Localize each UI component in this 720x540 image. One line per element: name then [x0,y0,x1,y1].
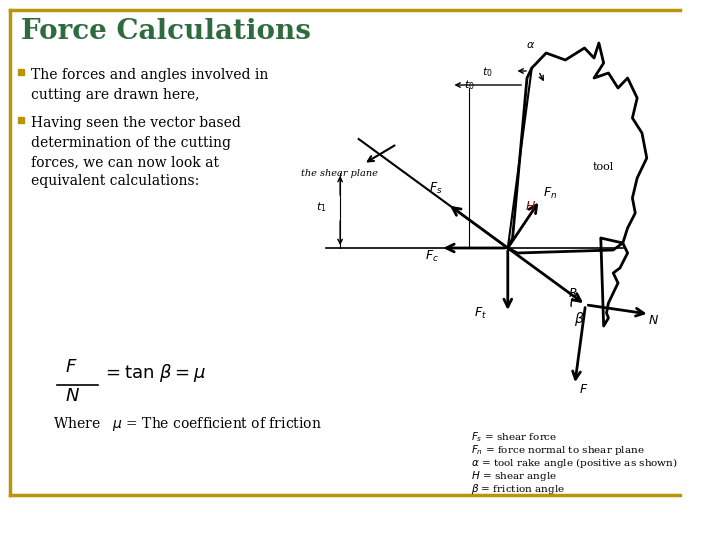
Text: $t_0$: $t_0$ [482,65,493,79]
Text: $H$: $H$ [525,200,536,213]
Text: $N$: $N$ [647,314,659,327]
Text: the shear plane: the shear plane [301,169,378,178]
Text: $\beta$ = friction angle: $\beta$ = friction angle [472,482,565,496]
Text: Force Calculations: Force Calculations [21,18,311,45]
Text: $t_1$: $t_1$ [316,200,327,214]
Text: $F_t$: $F_t$ [474,306,487,321]
Text: $F$: $F$ [65,358,78,376]
Text: $F_s$: $F_s$ [429,181,443,196]
Text: Having seen the vector based
determination of the cutting
forces, we can now loo: Having seen the vector based determinati… [31,116,240,188]
Text: $F$: $F$ [580,383,589,396]
Text: Where   $\mu$ = The coefficient of friction: Where $\mu$ = The coefficient of frictio… [53,415,322,433]
Text: $N$: $N$ [65,387,80,405]
Text: $\beta$: $\beta$ [574,310,585,328]
Text: $\alpha$ = tool rake angle (positive as shown): $\alpha$ = tool rake angle (positive as … [472,456,678,470]
Text: $F_s$ = shear force: $F_s$ = shear force [472,430,558,444]
Text: $F_n$ = force normal to shear plane: $F_n$ = force normal to shear plane [472,443,645,457]
Text: $F_c$: $F_c$ [425,249,438,264]
Text: $H$ = shear angle: $H$ = shear angle [472,469,557,483]
Text: The forces and angles involved in
cutting are drawn here,: The forces and angles involved in cuttin… [31,68,268,102]
Text: $\alpha$: $\alpha$ [526,40,535,50]
Text: tool: tool [593,162,614,172]
Text: $= \tan\,\beta = \mu$: $= \tan\,\beta = \mu$ [102,362,205,384]
Text: $F_n$: $F_n$ [543,186,557,201]
Text: $R$: $R$ [568,287,577,300]
Text: $t_0$: $t_0$ [464,78,474,92]
